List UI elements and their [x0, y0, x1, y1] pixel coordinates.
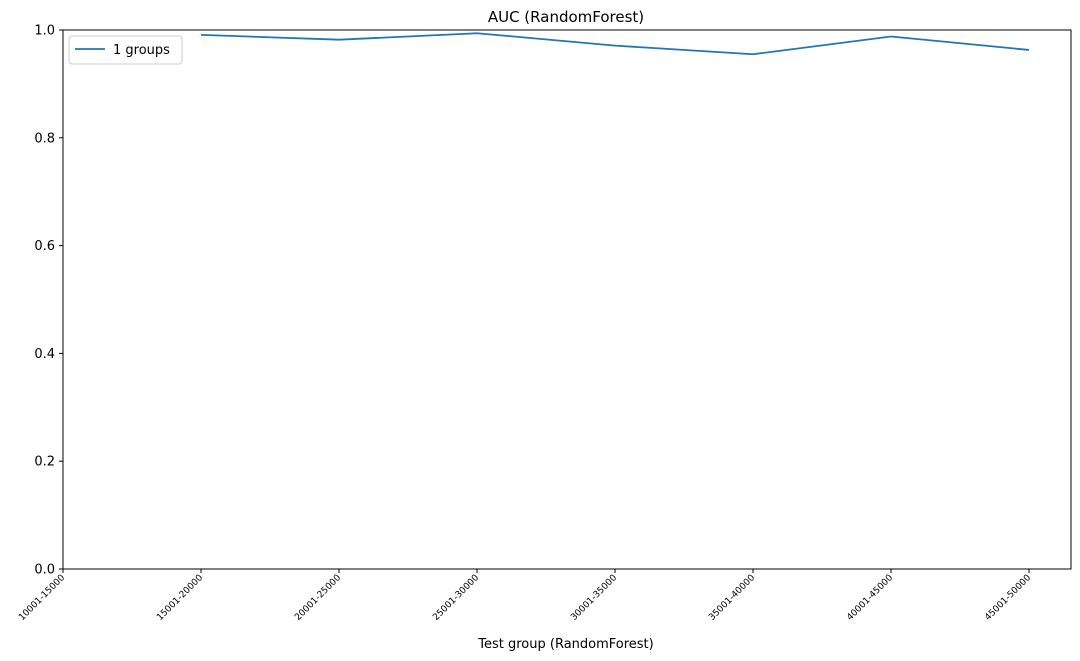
y-axis: 0.0 0.2 0.4 0.6 0.8 1.0: [34, 24, 63, 578]
x-axis: 10001-15000 15001-20000 20001-25000 25001-3…: [17, 569, 1033, 623]
plot-frame: [62, 29, 1072, 570]
y-tick-label: 0.0: [34, 563, 55, 578]
x-axis-label: Test group (RandomForest): [477, 637, 653, 652]
x-tick-label: 40001-45000: [845, 573, 895, 623]
plot-area: [62, 29, 1072, 570]
x-tick-label: 10001-15000: [17, 573, 67, 623]
y-tick-label: 0.6: [34, 239, 55, 254]
y-tick-label: 1.0: [34, 24, 55, 39]
chart-title: AUC (RandomForest): [488, 8, 644, 26]
x-tick-label: 30001-35000: [569, 573, 619, 623]
y-tick-label: 0.4: [34, 347, 55, 362]
x-tick-label: 20001-25000: [293, 573, 343, 623]
legend: 1 groups: [68, 35, 183, 65]
x-tick-label: 15001-20000: [155, 573, 205, 623]
x-tick-label: 45001-50000: [983, 573, 1033, 623]
series-line: [200, 32, 1030, 56]
legend-label: 1 groups: [113, 43, 170, 58]
legend-box: [68, 35, 183, 65]
x-tick-label: 35001-40000: [707, 573, 757, 623]
x-tick-label: 25001-30000: [431, 573, 481, 623]
y-tick-label: 0.8: [34, 131, 55, 146]
y-tick-label: 0.2: [34, 455, 55, 470]
series-layer: [200, 32, 1030, 56]
